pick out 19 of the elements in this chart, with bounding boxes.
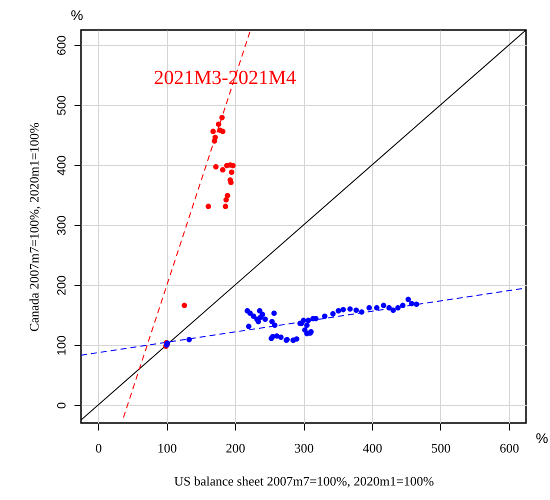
text: % bbox=[536, 430, 548, 446]
y-tick-label: 300 bbox=[54, 215, 68, 236]
y-tick-label: 200 bbox=[54, 275, 68, 296]
x-axis-title: US balance sheet 2007m7=100%, 2020m1=100% bbox=[174, 474, 434, 488]
annotation: 2021M3-2021M4 bbox=[154, 67, 296, 89]
x-tick-label: 0 bbox=[95, 440, 102, 456]
y-tick-label: 500 bbox=[54, 95, 68, 116]
x-tick-label: 500 bbox=[431, 440, 451, 456]
x-tick-label: 200 bbox=[226, 440, 246, 456]
x-tick-label: 600 bbox=[500, 440, 520, 456]
y-tick-label: 600 bbox=[54, 35, 68, 56]
y-tick-label: 0 bbox=[54, 402, 68, 409]
y-tick-label: 400 bbox=[54, 155, 68, 176]
x-tick-label: 300 bbox=[294, 440, 314, 456]
text: % bbox=[70, 7, 84, 23]
y-tick-label: 100 bbox=[54, 335, 68, 356]
y-axis-title: Canada 2007m7=100%, 2020m1=100% bbox=[26, 122, 42, 332]
x-tick-label: 100 bbox=[157, 440, 177, 456]
x-tick-label: 400 bbox=[362, 440, 382, 456]
